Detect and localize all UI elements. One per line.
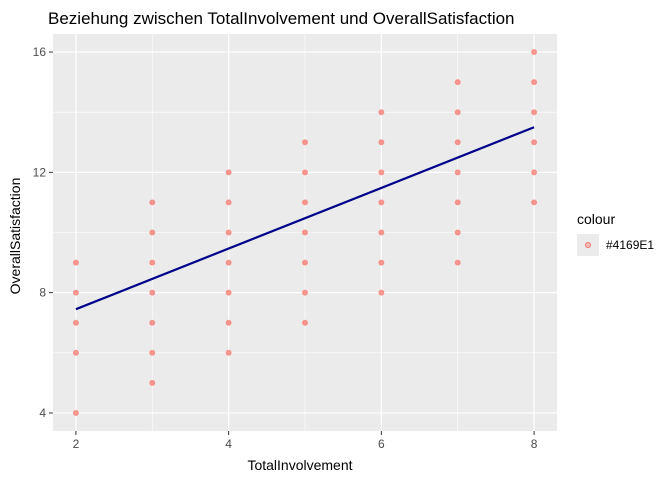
data-point <box>72 289 79 296</box>
data-point <box>149 289 156 296</box>
data-point <box>531 139 538 146</box>
x-tick-label: 2 <box>73 437 80 451</box>
data-point <box>225 229 232 236</box>
data-point <box>378 289 385 296</box>
y-tick-label: 16 <box>33 45 47 59</box>
data-point <box>149 199 156 206</box>
data-point <box>301 199 308 206</box>
data-point <box>378 139 385 146</box>
data-point <box>454 229 461 236</box>
data-point <box>378 109 385 116</box>
legend-key-background <box>577 234 599 256</box>
data-point <box>72 259 79 266</box>
data-point <box>149 229 156 236</box>
data-point <box>454 169 461 176</box>
data-point <box>301 169 308 176</box>
data-point <box>378 169 385 176</box>
data-point <box>378 229 385 236</box>
x-tick-label: 8 <box>531 437 538 451</box>
legend-label: #4169E1 <box>606 238 654 252</box>
legend: colour #4169E1 <box>577 211 654 256</box>
data-point <box>225 289 232 296</box>
data-point <box>149 319 156 326</box>
data-point <box>531 169 538 176</box>
data-point <box>454 199 461 206</box>
data-point <box>225 169 232 176</box>
y-axis-title: OverallSatisfaction <box>7 178 23 295</box>
y-tick-label: 4 <box>39 406 46 420</box>
legend-title: colour <box>577 211 615 227</box>
data-point <box>149 349 156 356</box>
data-point <box>454 139 461 146</box>
data-point <box>301 319 308 326</box>
y-tick-label: 12 <box>33 165 47 179</box>
data-point <box>531 109 538 116</box>
data-point <box>149 379 156 386</box>
data-point <box>301 139 308 146</box>
data-point <box>531 79 538 86</box>
major-gridlines <box>53 34 557 431</box>
data-point <box>225 349 232 356</box>
data-point <box>225 199 232 206</box>
data-point <box>454 109 461 116</box>
data-point <box>225 259 232 266</box>
data-point <box>72 409 79 416</box>
data-point <box>72 349 79 356</box>
data-point <box>531 49 538 56</box>
data-point <box>301 229 308 236</box>
x-tick-label: 6 <box>378 437 385 451</box>
data-points <box>72 49 538 416</box>
legend-key-point <box>585 242 591 248</box>
data-point <box>149 259 156 266</box>
data-point <box>454 259 461 266</box>
data-point <box>301 259 308 266</box>
data-point <box>301 289 308 296</box>
x-axis-title: TotalInvolvement <box>247 457 352 473</box>
x-tick-label: 4 <box>225 437 232 451</box>
x-axis: 2 4 6 8 <box>73 431 538 451</box>
data-point <box>454 79 461 86</box>
data-point <box>531 199 538 206</box>
data-point <box>225 319 232 326</box>
trend-line <box>75 126 535 311</box>
data-point <box>72 319 79 326</box>
data-point <box>378 259 385 266</box>
data-point <box>378 199 385 206</box>
y-tick-label: 8 <box>39 286 46 300</box>
chart-title: Beziehung zwischen TotalInvolvement und … <box>48 9 515 28</box>
y-axis: 4 8 12 16 <box>33 45 53 420</box>
trend-line-group <box>75 126 535 311</box>
